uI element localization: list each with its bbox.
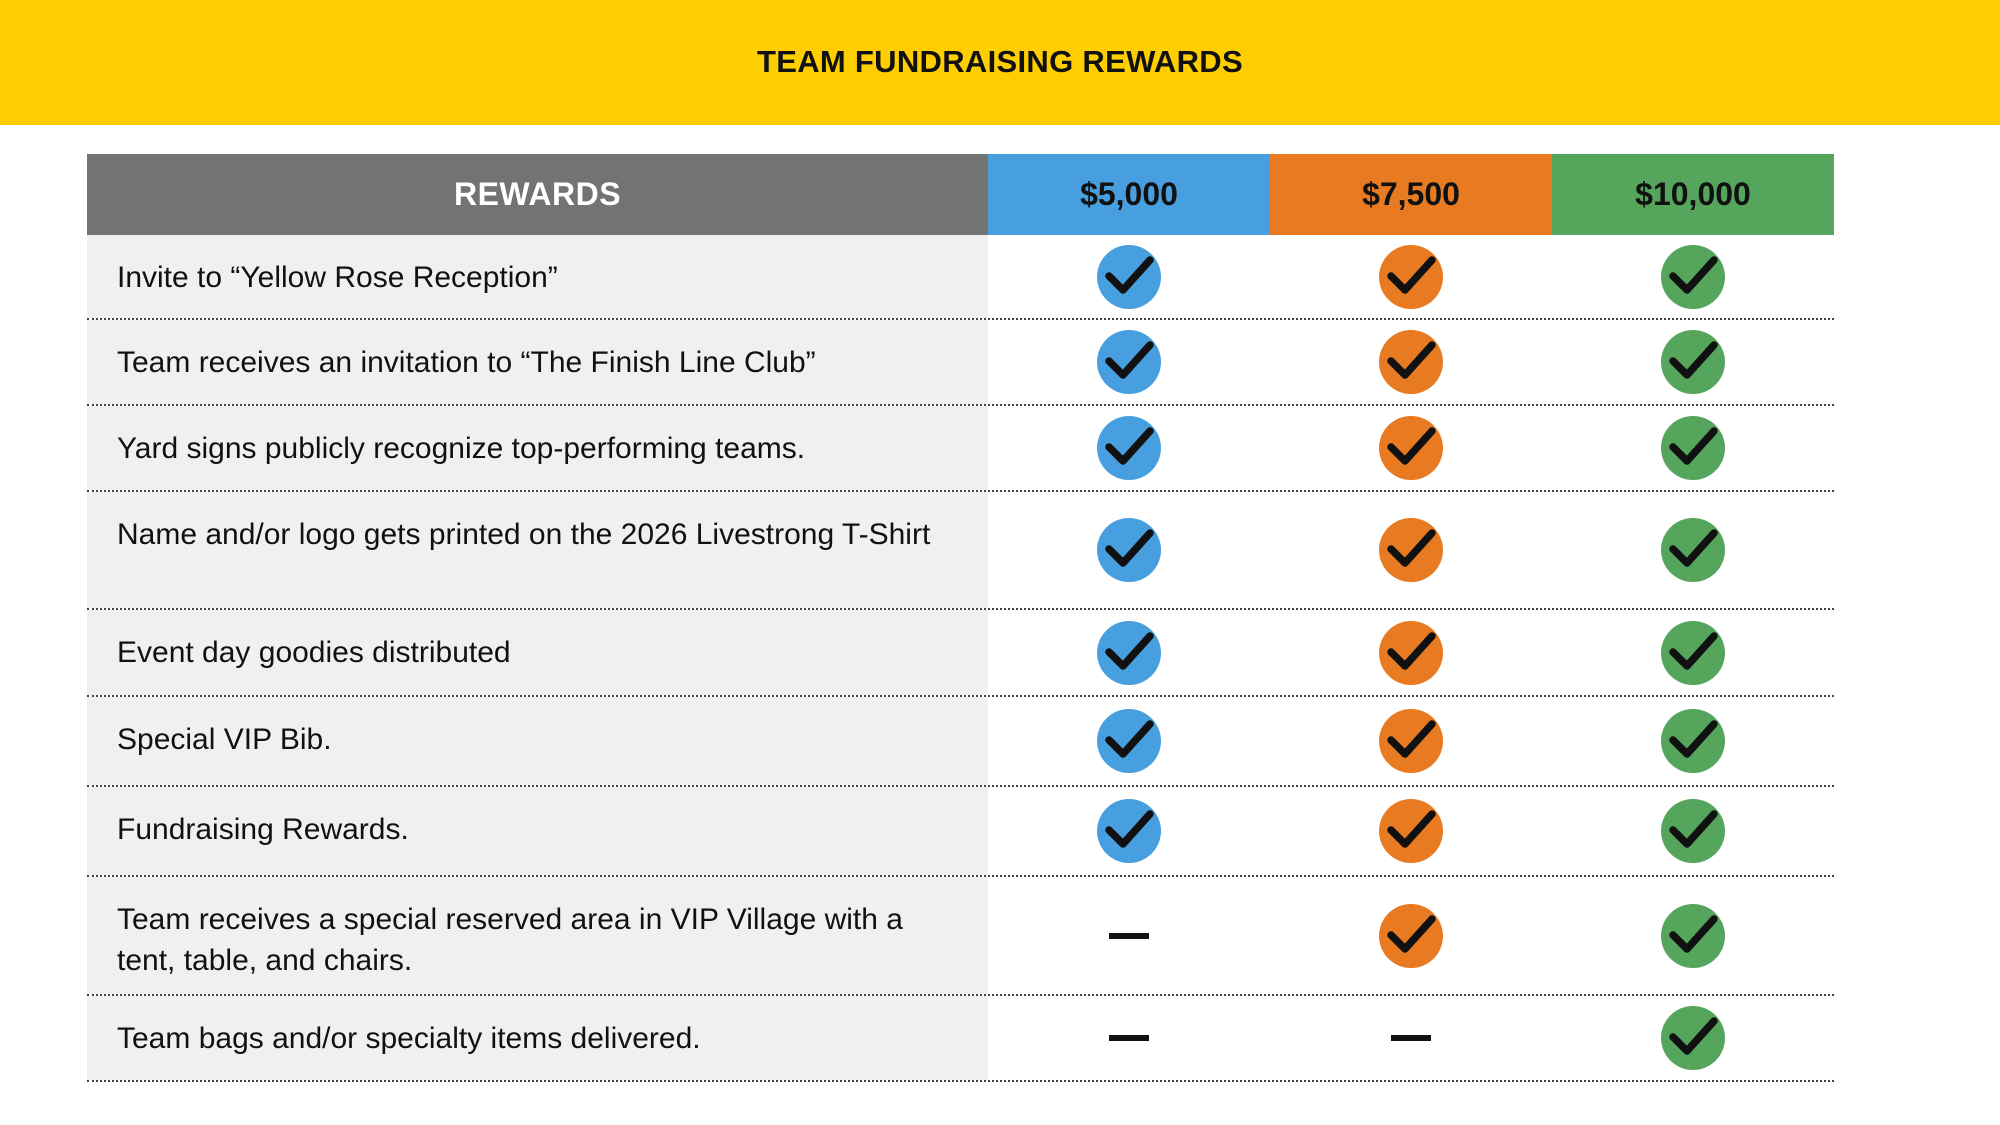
reward-cell-tier-7500 xyxy=(1270,610,1552,695)
check-circle-icon xyxy=(1661,709,1725,773)
table-row: Name and/or logo gets printed on the 202… xyxy=(87,492,1834,610)
reward-label: Fundraising Rewards. xyxy=(87,787,988,875)
check-circle-icon xyxy=(1097,416,1161,480)
reward-cell-tier-10000 xyxy=(1552,492,1834,608)
reward-cell-tier-10000 xyxy=(1552,235,1834,318)
check-circle-icon xyxy=(1379,244,1443,309)
reward-cell-tier-10000 xyxy=(1552,610,1834,695)
check-circle-icon xyxy=(1661,244,1725,309)
reward-label: Team receives an invitation to “The Fini… xyxy=(87,320,988,404)
reward-cell-tier-10000 xyxy=(1552,697,1834,785)
reward-cell-tier-10000 xyxy=(1552,996,1834,1080)
reward-label: Team bags and/or specialty items deliver… xyxy=(87,996,988,1080)
check-circle-icon xyxy=(1661,903,1725,968)
reward-cell-tier-5000 xyxy=(988,320,1270,404)
reward-label: Team receives a special reserved area in… xyxy=(87,877,988,994)
reward-cell-tier-5000 xyxy=(988,787,1270,875)
reward-cell-tier-10000 xyxy=(1552,877,1834,994)
reward-cell-tier-7500 xyxy=(1270,996,1552,1080)
table-row: Yard signs publicly recognize top-perfor… xyxy=(87,406,1834,492)
reward-cell-tier-7500 xyxy=(1270,697,1552,785)
table-body: Invite to “Yellow Rose Reception” Team re… xyxy=(87,235,1834,1082)
check-circle-icon xyxy=(1379,709,1443,773)
check-circle-icon xyxy=(1661,416,1725,480)
reward-cell-tier-7500 xyxy=(1270,492,1552,608)
page-title: TEAM FUNDRAISING REWARDS xyxy=(757,43,1243,79)
dash-icon xyxy=(1109,932,1149,939)
reward-cell-tier-10000 xyxy=(1552,406,1834,490)
reward-cell-tier-5000 xyxy=(988,492,1270,608)
check-circle-icon xyxy=(1097,518,1161,582)
title-banner: TEAM FUNDRAISING REWARDS xyxy=(0,0,2000,125)
dash-icon xyxy=(1391,1035,1431,1041)
check-circle-icon xyxy=(1661,330,1725,394)
reward-cell-tier-7500 xyxy=(1270,877,1552,994)
dash-icon xyxy=(1109,1035,1149,1041)
check-circle-icon xyxy=(1379,620,1443,685)
check-circle-icon xyxy=(1661,1006,1725,1070)
column-header-rewards: REWARDS xyxy=(87,154,988,235)
table-row: Team bags and/or specialty items deliver… xyxy=(87,996,1834,1082)
reward-cell-tier-5000 xyxy=(988,877,1270,994)
table-row: Team receives a special reserved area in… xyxy=(87,877,1834,996)
rewards-table: REWARDS $5,000 $7,500 $10,000 Invite to … xyxy=(87,154,1834,1082)
table-row: Fundraising Rewards. xyxy=(87,787,1834,877)
reward-cell-tier-5000 xyxy=(988,406,1270,490)
reward-label: Yard signs publicly recognize top-perfor… xyxy=(87,406,988,490)
reward-cell-tier-7500 xyxy=(1270,787,1552,875)
reward-cell-tier-10000 xyxy=(1552,787,1834,875)
reward-cell-tier-7500 xyxy=(1270,235,1552,318)
check-circle-icon xyxy=(1661,518,1725,582)
table-row: Special VIP Bib. xyxy=(87,697,1834,787)
reward-cell-tier-5000 xyxy=(988,697,1270,785)
reward-cell-tier-7500 xyxy=(1270,406,1552,490)
reward-cell-tier-10000 xyxy=(1552,320,1834,404)
check-circle-icon xyxy=(1097,330,1161,394)
table-header: REWARDS $5,000 $7,500 $10,000 xyxy=(87,154,1834,235)
reward-cell-tier-5000 xyxy=(988,610,1270,695)
reward-label: Name and/or logo gets printed on the 202… xyxy=(87,492,988,608)
check-circle-icon xyxy=(1379,416,1443,480)
table-row: Invite to “Yellow Rose Reception” xyxy=(87,235,1834,320)
reward-cell-tier-7500 xyxy=(1270,320,1552,404)
table-row: Event day goodies distributed xyxy=(87,610,1834,697)
check-circle-icon xyxy=(1661,799,1725,863)
check-circle-icon xyxy=(1379,518,1443,582)
column-header-tier-10000: $10,000 xyxy=(1552,154,1834,235)
reward-cell-tier-5000 xyxy=(988,996,1270,1080)
column-header-tier-7500: $7,500 xyxy=(1270,154,1552,235)
check-circle-icon xyxy=(1097,244,1161,309)
table-row: Team receives an invitation to “The Fini… xyxy=(87,320,1834,406)
reward-label: Event day goodies distributed xyxy=(87,610,988,695)
check-circle-icon xyxy=(1379,903,1443,968)
column-header-tier-5000: $5,000 xyxy=(988,154,1270,235)
check-circle-icon xyxy=(1097,799,1161,863)
check-circle-icon xyxy=(1379,799,1443,863)
reward-cell-tier-5000 xyxy=(988,235,1270,318)
check-circle-icon xyxy=(1097,709,1161,773)
reward-label: Invite to “Yellow Rose Reception” xyxy=(87,235,988,318)
reward-label: Special VIP Bib. xyxy=(87,697,988,785)
check-circle-icon xyxy=(1379,330,1443,394)
check-circle-icon xyxy=(1097,620,1161,685)
check-circle-icon xyxy=(1661,620,1725,685)
